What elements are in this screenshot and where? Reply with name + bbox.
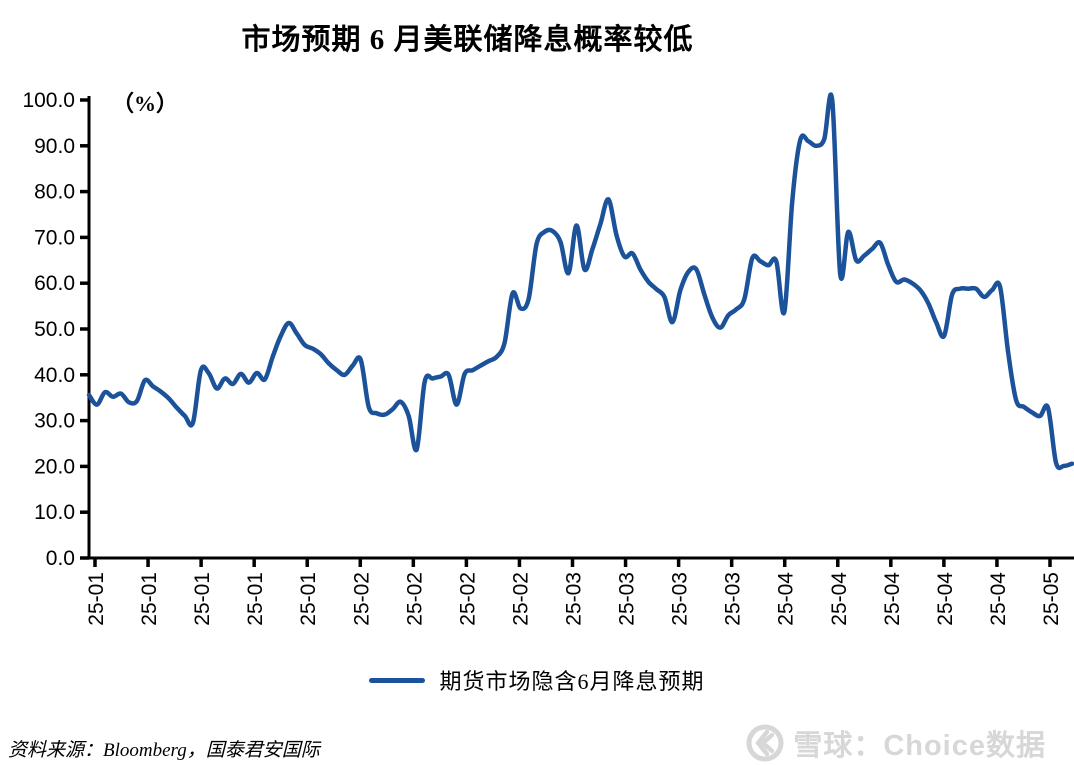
x-tick-label: 25-04 bbox=[987, 572, 1010, 626]
y-tick-label: 100.0 bbox=[22, 89, 75, 112]
watermark: 雪球：Choice数据 bbox=[745, 722, 1046, 764]
x-tick-label: 25-04 bbox=[881, 572, 904, 626]
x-tick-label: 25-02 bbox=[350, 572, 373, 626]
y-tick-label: 80.0 bbox=[34, 181, 75, 204]
y-tick-label: 60.0 bbox=[34, 272, 75, 295]
legend-series-label: 期货市场隐含6月降息预期 bbox=[439, 669, 705, 694]
x-tick-label: 25-01 bbox=[85, 572, 108, 626]
y-axis-unit-label: （%） bbox=[112, 91, 179, 116]
x-tick-label: 25-01 bbox=[297, 572, 320, 626]
y-tick-label: 30.0 bbox=[34, 410, 75, 433]
data-source-note: 资料来源：Bloomberg，国泰君安国际 bbox=[8, 740, 320, 761]
series-line bbox=[86, 92, 1074, 471]
x-tick-label: 25-04 bbox=[775, 572, 798, 626]
x-tick-label: 25-03 bbox=[563, 572, 586, 626]
x-tick-label: 25-04 bbox=[828, 572, 851, 626]
x-tick-label: 25-02 bbox=[509, 572, 532, 626]
chart-legend: 期货市场隐含6月降息预期 bbox=[0, 664, 1074, 696]
x-tick-label: 25-02 bbox=[403, 572, 426, 626]
x-tick-label: 25-04 bbox=[934, 572, 957, 626]
watermark-text: 雪球：Choice数据 bbox=[793, 730, 1046, 762]
y-tick-label: 10.0 bbox=[34, 501, 75, 524]
legend-line-swatch bbox=[369, 677, 426, 683]
y-tick-label: 50.0 bbox=[34, 318, 75, 341]
x-tick-label: 25-01 bbox=[244, 572, 267, 626]
y-tick-label: 0.0 bbox=[46, 547, 75, 570]
x-tick-label: 25-05 bbox=[1040, 572, 1063, 626]
chart-title: 市场预期 6 月美联储降息概率较低 bbox=[241, 24, 694, 56]
y-tick-label: 20.0 bbox=[34, 455, 75, 478]
x-tick-label: 25-01 bbox=[138, 572, 161, 626]
x-tick-label: 25-03 bbox=[616, 572, 639, 626]
y-tick-label: 40.0 bbox=[34, 364, 75, 387]
y-tick-label: 70.0 bbox=[34, 226, 75, 249]
y-tick-label: 90.0 bbox=[34, 135, 75, 158]
x-tick-label: 25-01 bbox=[191, 572, 214, 626]
xueqiu-logo-icon bbox=[746, 724, 784, 762]
x-tick-label: 25-03 bbox=[669, 572, 692, 626]
x-tick-label: 25-02 bbox=[456, 572, 479, 626]
x-tick-label: 25-03 bbox=[722, 572, 745, 626]
